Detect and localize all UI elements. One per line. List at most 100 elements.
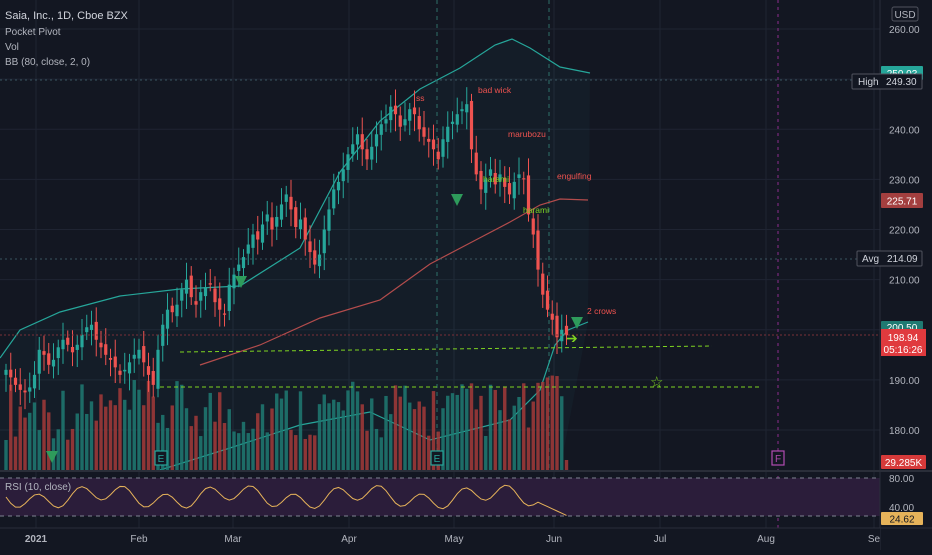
volume-bar (161, 414, 165, 470)
volume-bar (184, 408, 189, 470)
volume-bar (488, 384, 493, 470)
candle-body (99, 342, 103, 348)
candle-body (294, 207, 298, 227)
time-axis: 2021 Feb Mar Apr May Jun Jul Aug Se (0, 527, 932, 550)
candle-body (132, 354, 136, 359)
bb-upper-line (0, 38, 591, 359)
volume-bar (422, 406, 426, 470)
candle-body (180, 289, 184, 301)
candle-body (189, 275, 193, 298)
volume-bar (199, 436, 203, 470)
candle-body (184, 279, 189, 294)
candle-body (536, 230, 540, 270)
candle-body (251, 234, 255, 248)
volume-bar (165, 427, 170, 470)
volume-bar (232, 431, 236, 470)
bb-lower-badge: 200.50 (887, 323, 918, 334)
volume-bar (80, 384, 84, 470)
volume-bar (118, 388, 122, 470)
volume-bar (550, 375, 554, 470)
time-axis-bg (0, 528, 880, 550)
candle-body (47, 353, 51, 365)
volume-bar (389, 414, 393, 470)
candle-body (146, 366, 151, 375)
candle-body (484, 179, 488, 193)
rsi-tick-label: 80.00 (889, 474, 914, 485)
candle-body (417, 116, 421, 130)
candle-body (227, 284, 231, 311)
earnings-marker-letter: E (158, 454, 165, 465)
volume-bar (564, 460, 569, 470)
avg-value: 214.09 (887, 254, 918, 265)
volume-badge-bg (881, 455, 926, 469)
volume-bar (189, 426, 193, 470)
countdown: 05:16:26 (884, 345, 923, 356)
volume-bar (327, 403, 331, 470)
candle-body (256, 231, 260, 240)
volume-bar (498, 410, 502, 470)
volume-bar (132, 380, 136, 470)
candle-body (460, 109, 464, 112)
candle-body (137, 349, 141, 359)
volume-bar (213, 421, 217, 470)
candle-body (379, 124, 383, 135)
candle-body (151, 371, 155, 385)
rsi-pane: RSI (10, close) (0, 470, 932, 517)
candle-body (322, 229, 326, 254)
candle-body (450, 121, 455, 124)
earnings-marker-letter: E (434, 454, 441, 465)
volume-bar (180, 384, 184, 470)
volume-bar (28, 412, 32, 470)
rsi-band (0, 478, 880, 516)
candle-body (265, 214, 269, 222)
candle-body (194, 301, 198, 305)
avg-badge-box (856, 250, 923, 267)
candle-body (351, 144, 355, 154)
volume-bar (332, 399, 336, 470)
volume-bar (246, 433, 250, 470)
volume-bar (146, 380, 151, 470)
volume-bar (450, 393, 455, 470)
pivot-line-1 (179, 345, 713, 353)
volume-bar (503, 386, 507, 470)
time-tick-label: Apr (341, 534, 357, 545)
time-tick-label: May (445, 534, 464, 545)
candle-body (246, 244, 250, 254)
candle-body (13, 377, 18, 385)
volume-bar (4, 440, 8, 470)
candle-body (89, 324, 94, 330)
volume-bar (308, 434, 312, 470)
volume-bar (9, 384, 13, 470)
candle-body (564, 325, 569, 336)
indicator-label: Pocket Pivot (5, 27, 61, 38)
volume-bar (289, 429, 293, 470)
candle-body (403, 119, 407, 126)
volume-bar (298, 391, 303, 470)
candle-body (80, 334, 84, 348)
volume-bar (469, 383, 474, 470)
volume-bar (408, 402, 412, 470)
candle-body (545, 290, 550, 310)
volume-bar (99, 394, 103, 470)
volume-bar (555, 376, 559, 470)
candle-body (422, 127, 426, 137)
candle-body (327, 209, 331, 231)
volume-bar (270, 408, 274, 470)
volume-bar (522, 383, 526, 470)
candle-body (203, 287, 208, 297)
volume-bar (47, 412, 51, 470)
volume-bar (317, 404, 322, 470)
candle-body (313, 250, 317, 265)
volume-bar (431, 391, 436, 470)
volume-bar (427, 435, 431, 470)
volume-bar (32, 402, 37, 470)
volume-bar (417, 401, 421, 470)
volume-bar (341, 410, 345, 470)
volume-bar (127, 409, 132, 470)
candle-body (446, 126, 450, 142)
candle-body (275, 216, 279, 227)
candle-body (336, 181, 341, 191)
pattern-label: ss (416, 93, 425, 103)
volume-badge: 29.285K (885, 458, 923, 469)
